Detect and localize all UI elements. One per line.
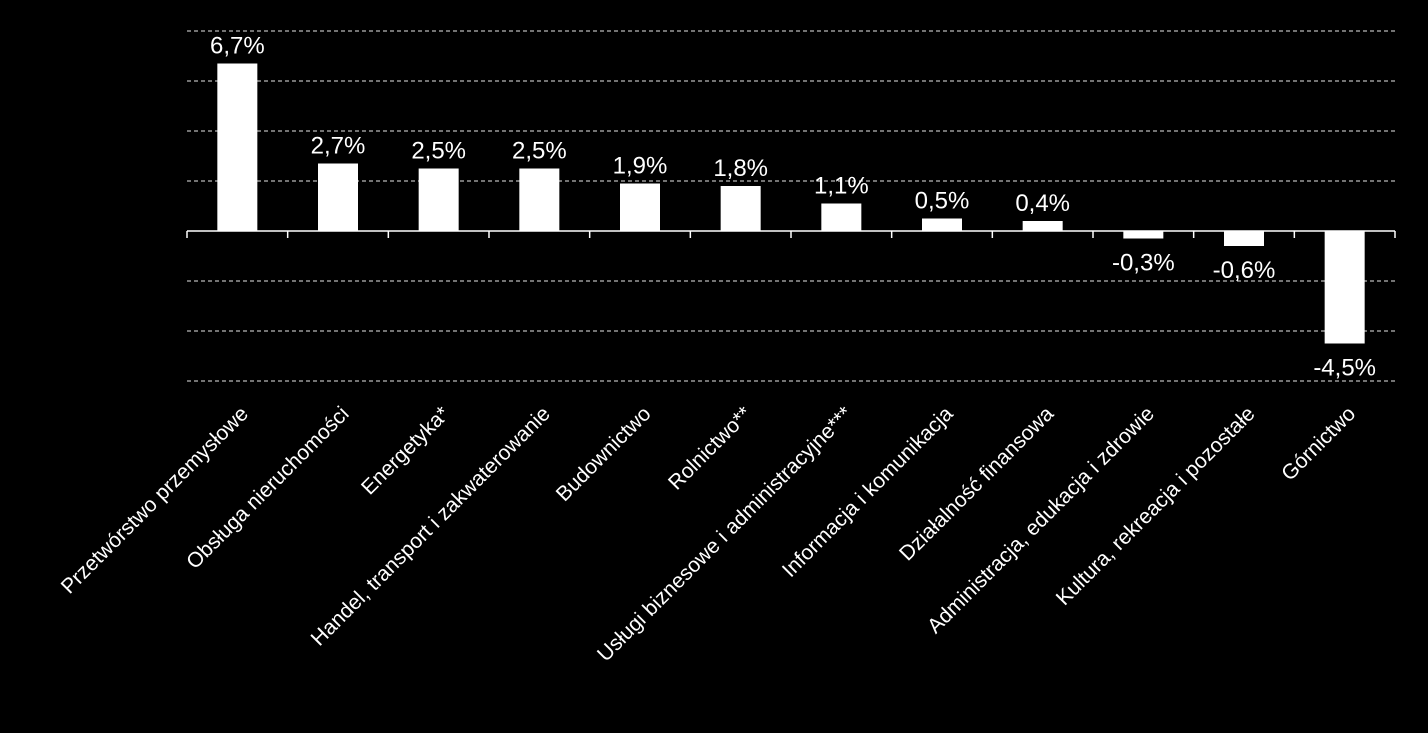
data-label: 6,7% — [210, 33, 265, 60]
data-label: 2,5% — [411, 138, 466, 165]
category-label: Obsługa nieruchomości — [182, 402, 353, 573]
category-label: Energetyka* — [357, 402, 454, 499]
category-label: Informacja i komunikacja — [778, 402, 958, 582]
bar — [418, 168, 459, 231]
category-label: Przetwórstwo przemysłowe — [57, 402, 253, 598]
data-label: 0,5% — [915, 188, 970, 215]
bar — [1324, 231, 1365, 344]
data-label: -4,5% — [1313, 355, 1376, 382]
gridlines — [187, 30, 1395, 382]
data-label: 1,8% — [713, 155, 768, 182]
bar — [1224, 231, 1264, 246]
category-label: Administracja, edukacja i zdrowie — [923, 402, 1159, 638]
bar — [720, 186, 761, 231]
x-axis — [186, 230, 1396, 238]
data-label: -0,6% — [1213, 257, 1276, 284]
category-label: Górnictwo — [1277, 402, 1360, 485]
bar — [1123, 231, 1164, 239]
category-label: Rolnictwo** — [664, 402, 756, 494]
bar — [1022, 221, 1063, 231]
bar — [217, 63, 258, 231]
bar — [620, 183, 660, 231]
bar — [519, 168, 560, 231]
bar — [318, 163, 358, 231]
bars — [217, 63, 1365, 344]
category-label: Kultura, rekreacja i pozostałe — [1052, 402, 1260, 610]
data-label: 0,4% — [1015, 190, 1070, 217]
data-label: 2,7% — [311, 133, 366, 160]
category-label: Budownictwo — [552, 402, 656, 506]
data-label: -0,3% — [1112, 250, 1175, 277]
value-labels: 6,7% 2,7% 2,5% 2,5% 1,9% 1,8% 1,1% 0,5% 0,4% -0,3… — [210, 33, 1376, 382]
data-label: 2,5% — [512, 138, 567, 165]
data-label: 1,9% — [613, 153, 668, 180]
data-label: 1,1% — [814, 173, 869, 200]
bar — [821, 203, 862, 231]
bar — [922, 218, 962, 231]
